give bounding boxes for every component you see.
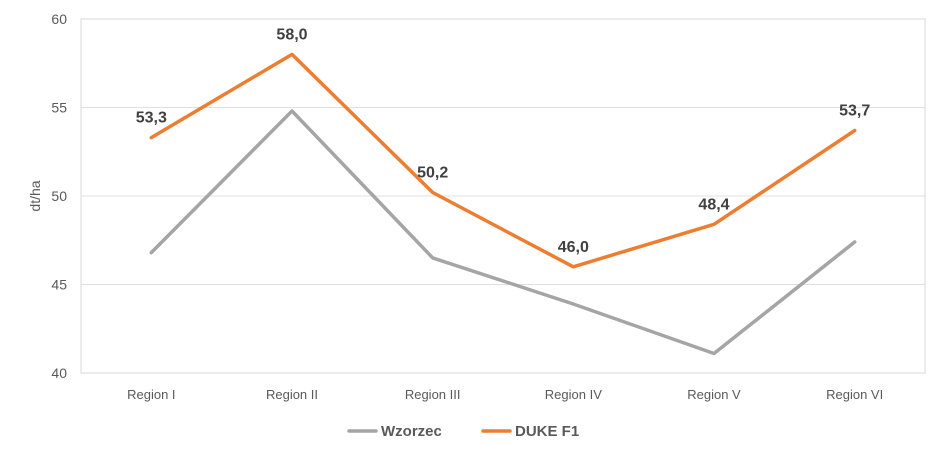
data-label: 53,3 [136,110,167,127]
series-line-duke-f1 [149,52,857,269]
x-tick-label: Region V [687,387,741,402]
data-label: 48,4 [698,196,729,213]
series-group [149,52,857,356]
x-axis-ticks: Region I Region II Region III Region IV Regi… [127,387,883,402]
data-labels: 53,3 58,0 50,2 46,0 48,4 53,7 [136,26,871,255]
y-tick-label: 55 [51,100,67,116]
series-line-wzorzec [149,109,857,356]
x-tick-label: Region I [127,387,175,402]
y-axis-ticks: 40 45 50 55 60 [51,11,67,381]
x-tick-label: Region III [405,387,461,402]
data-label: 58,0 [276,26,307,43]
legend-label: DUKE F1 [515,423,579,440]
gridlines [80,18,926,374]
x-tick-label: Region VI [826,387,883,402]
y-tick-label: 60 [51,11,67,27]
legend: Wzorzec DUKE F1 [347,423,579,440]
y-tick-label: 50 [51,188,67,204]
data-label: 50,2 [417,164,448,181]
y-axis-label: dt/ha [27,180,43,211]
data-label: 46,0 [558,239,589,256]
y-tick-label: 45 [51,277,67,293]
legend-label: Wzorzec [381,423,442,440]
x-tick-label: Region IV [545,387,602,402]
x-tick-label: Region II [266,387,318,402]
plot-area [80,18,926,374]
y-tick-label: 40 [51,365,67,381]
data-label: 53,7 [839,103,870,120]
